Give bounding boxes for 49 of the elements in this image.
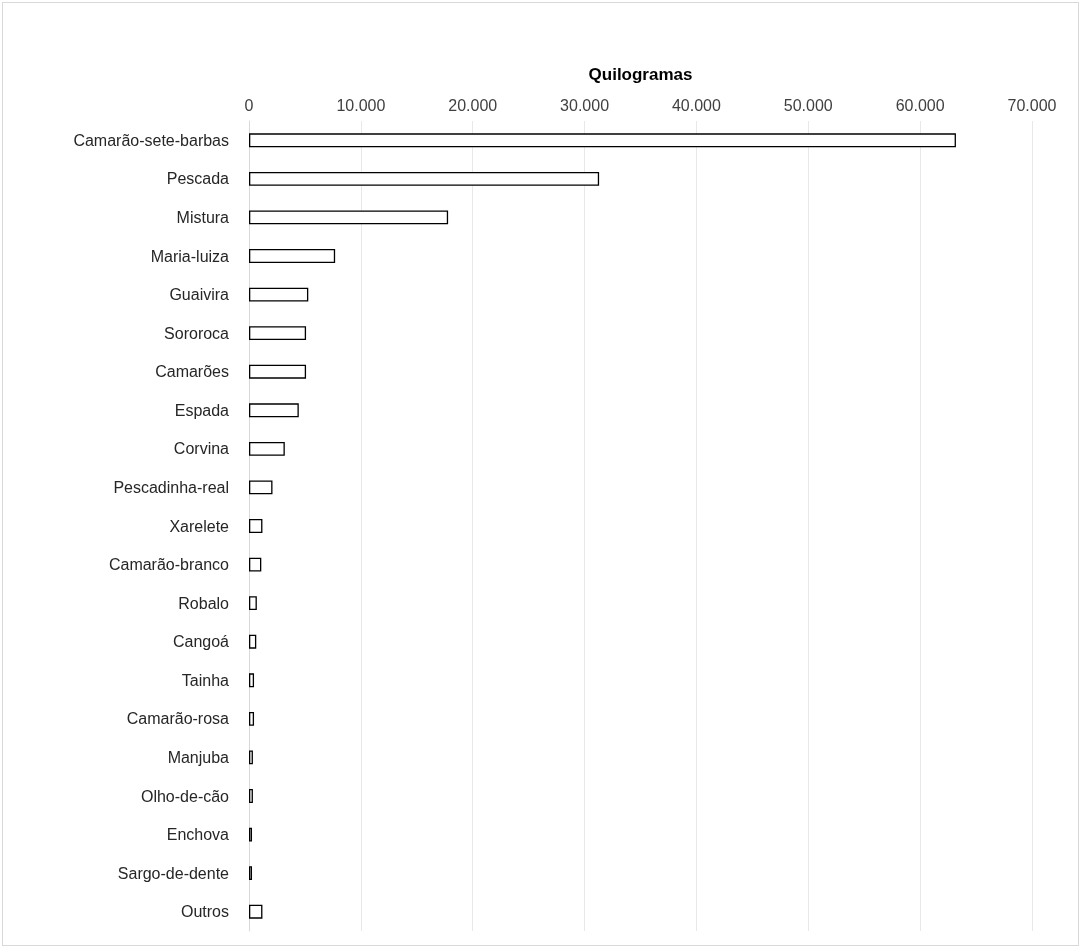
bar <box>249 634 257 649</box>
y-tick-label: Robalo <box>178 594 230 612</box>
y-tick-label: Camarão-sete-barbas <box>73 131 229 149</box>
x-tick-label: 60.000 <box>895 96 945 114</box>
bar <box>249 133 956 148</box>
y-tick-label: Maria-luiza <box>150 247 230 265</box>
y-tick-label: Cangoá <box>172 633 230 651</box>
y-tick-label: Pescadinha-real <box>113 478 229 496</box>
y-tick-label: Xarelete <box>169 517 230 535</box>
y-tick-label: Tainha <box>181 671 230 689</box>
y-tick-label: Mistura <box>176 208 230 226</box>
y-tick-label: Olho-de-cão <box>140 787 230 805</box>
bar <box>249 287 309 302</box>
y-tick-label: Espada <box>174 401 230 419</box>
x-tick-label: 10.000 <box>336 96 386 114</box>
bar <box>249 750 253 765</box>
y-tick-label: Camarão-rosa <box>126 710 230 728</box>
y-tick-label: Sargo-de-dente <box>117 864 230 882</box>
bar <box>249 673 255 688</box>
y-tick-label: Corvina <box>173 440 230 458</box>
y-tick-label: Enchova <box>166 826 230 844</box>
y-tick-label: Outros <box>180 903 229 921</box>
bar <box>249 171 600 186</box>
y-tick-label: Sororoca <box>164 324 230 342</box>
x-axis-title: Quilogramas <box>588 65 693 84</box>
bar <box>249 326 307 341</box>
bar <box>249 789 253 803</box>
bar <box>249 557 262 572</box>
bar <box>249 596 257 611</box>
bar <box>249 210 449 225</box>
y-tick-label: Manjuba <box>167 748 230 766</box>
bar <box>249 249 336 263</box>
bar <box>249 403 299 418</box>
x-tick-label: 50.000 <box>783 96 833 114</box>
x-tick-label: 30.000 <box>560 96 610 114</box>
bar <box>249 480 273 495</box>
x-tick-label: 40.000 <box>671 96 721 114</box>
y-tick-label: Pescada <box>166 170 230 188</box>
bar <box>249 364 307 379</box>
bar <box>249 711 255 726</box>
y-tick-label: Camarão-branco <box>108 556 230 574</box>
x-tick-label: 20.000 <box>448 96 498 114</box>
bar <box>249 904 263 919</box>
x-tick-label: 70.000 <box>1007 96 1057 114</box>
bar <box>249 519 263 533</box>
x-tick-label: 0 <box>244 96 254 114</box>
y-tick-label: Guaivira <box>169 286 230 304</box>
bar <box>249 441 285 456</box>
y-tick-label: Camarões <box>155 363 229 381</box>
